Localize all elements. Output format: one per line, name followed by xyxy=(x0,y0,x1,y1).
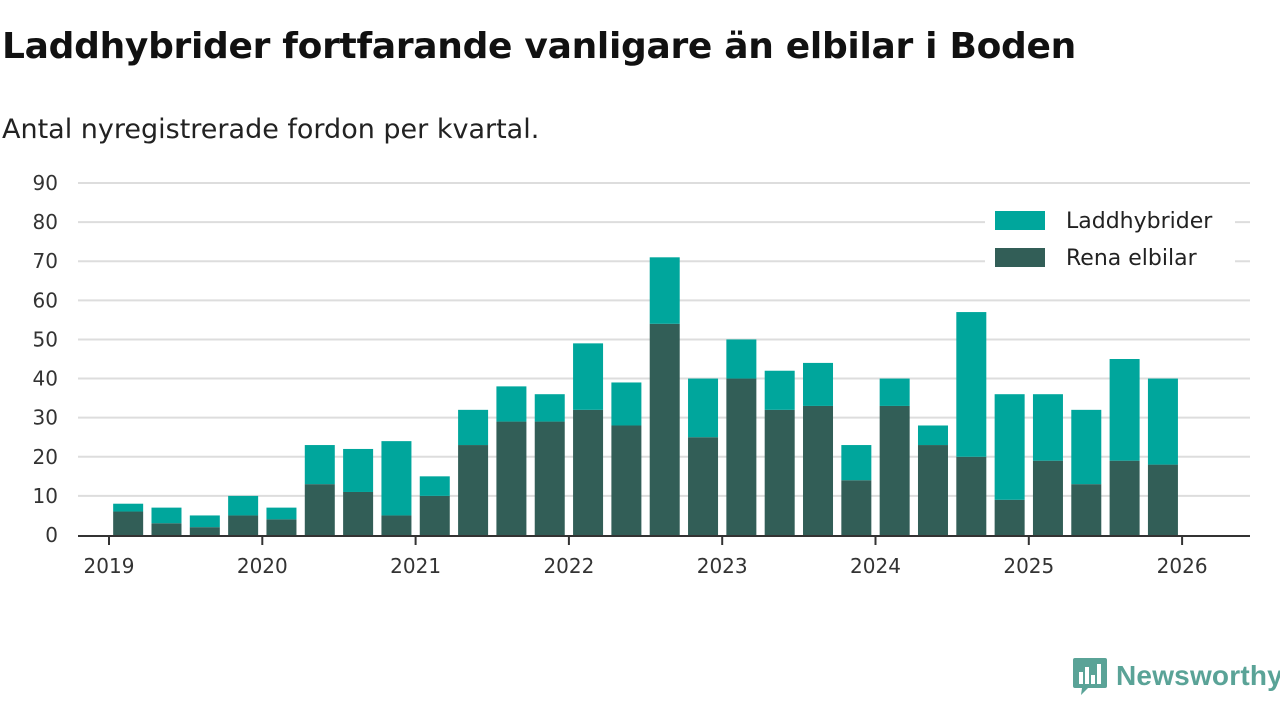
bar-laddhybrider-2022Q4 xyxy=(649,257,680,324)
bar-laddhybrider-2025Q3 xyxy=(1071,409,1102,485)
bar-rena-elbilar-2019Q2 xyxy=(113,511,144,535)
bar-laddhybrider-2019Q3 xyxy=(151,507,182,524)
bar-laddhybrider-2021Q3 xyxy=(458,409,489,446)
bar-laddhybrider-2019Q4 xyxy=(189,515,220,528)
bar-laddhybrider-2020Q4 xyxy=(343,448,374,492)
bar-rena-elbilar-2020Q4 xyxy=(343,491,374,535)
newsworthy-logo-icon xyxy=(1073,658,1107,695)
bar-rena-elbilar-2021Q4 xyxy=(496,421,527,535)
x-tick-label: 2019 xyxy=(84,554,135,578)
bar-laddhybrider-2022Q3 xyxy=(611,382,642,426)
bar-laddhybrider-2024Q4 xyxy=(956,312,987,457)
bar-rena-elbilar-2024Q1 xyxy=(841,480,872,535)
bar-rena-elbilar-2019Q3 xyxy=(151,523,182,535)
y-tick-label: 60 xyxy=(33,288,58,312)
bar-laddhybrider-2021Q2 xyxy=(419,476,450,496)
bar-rena-elbilar-2019Q4 xyxy=(189,527,220,535)
y-tick-label: 70 xyxy=(33,249,58,273)
bar-rena-elbilar-2024Q2 xyxy=(879,405,910,535)
y-tick-label: 0 xyxy=(45,523,58,547)
bar-laddhybrider-2023Q4 xyxy=(803,362,834,406)
bar-rena-elbilar-2021Q1 xyxy=(381,515,412,535)
chart-title: Laddhybrider fortfarande vanligare än el… xyxy=(2,26,1076,67)
bar-rena-elbilar-2025Q2 xyxy=(1032,460,1063,535)
bar-laddhybrider-2023Q3 xyxy=(764,370,795,410)
y-tick-label: 90 xyxy=(33,171,58,195)
legend-swatch xyxy=(995,211,1045,230)
x-tick-label: 2025 xyxy=(1003,554,1054,578)
legend-label: Laddhybrider xyxy=(1066,209,1213,234)
bar-laddhybrider-2025Q4 xyxy=(1109,359,1140,461)
chart-subtitle: Antal nyregistrerade fordon per kvartal. xyxy=(2,114,540,145)
y-tick-label: 20 xyxy=(33,445,58,469)
bar-rena-elbilar-2024Q3 xyxy=(917,445,948,535)
bar-rena-elbilar-2025Q4 xyxy=(1109,460,1140,535)
bar-laddhybrider-2022Q1 xyxy=(534,394,565,422)
x-tick-label: 2023 xyxy=(697,554,748,578)
brand-name: Newsworthy xyxy=(1116,660,1280,691)
bar-rena-elbilar-2022Q4 xyxy=(649,323,680,535)
bar-rena-elbilar-2020Q2 xyxy=(266,519,297,535)
bar-laddhybrider-2024Q1 xyxy=(841,445,872,481)
bar-laddhybrider-2023Q1 xyxy=(688,378,719,438)
bar-rena-elbilar-2023Q2 xyxy=(726,378,757,535)
bar-laddhybrider-2021Q1 xyxy=(381,441,412,516)
bar-rena-elbilar-2022Q1 xyxy=(534,421,565,535)
y-tick-label: 80 xyxy=(33,210,58,234)
x-tick-label: 2020 xyxy=(237,554,288,578)
bar-laddhybrider-2026Q1 xyxy=(1147,378,1178,465)
bar-rena-elbilar-2020Q3 xyxy=(304,484,335,535)
bar-rena-elbilar-2021Q2 xyxy=(419,495,450,535)
x-tick-label: 2026 xyxy=(1157,554,1208,578)
x-tick-label: 2024 xyxy=(850,554,901,578)
bar-rena-elbilar-2023Q4 xyxy=(803,405,834,535)
bar-laddhybrider-2024Q3 xyxy=(917,425,948,446)
y-tick-label: 10 xyxy=(33,484,58,508)
bars xyxy=(113,257,1178,535)
bar-rena-elbilar-2026Q1 xyxy=(1147,464,1178,535)
bar-rena-elbilar-2025Q1 xyxy=(994,499,1025,535)
newsworthy-logo: Newsworthy xyxy=(1072,656,1280,696)
bar-laddhybrider-2023Q2 xyxy=(726,339,757,379)
legend-swatch xyxy=(995,248,1045,267)
bar-rena-elbilar-2021Q3 xyxy=(458,445,489,535)
bar-laddhybrider-2020Q1 xyxy=(228,495,259,516)
bar-laddhybrider-2025Q2 xyxy=(1032,394,1063,461)
bar-rena-elbilar-2020Q1 xyxy=(228,515,259,535)
bar-rena-elbilar-2023Q3 xyxy=(764,409,795,535)
x-tick-label: 2021 xyxy=(390,554,441,578)
bar-rena-elbilar-2022Q3 xyxy=(611,425,642,535)
bar-laddhybrider-2020Q3 xyxy=(304,445,335,485)
x-tick-label: 2022 xyxy=(543,554,594,578)
legend-label: Rena elbilar xyxy=(1066,246,1198,271)
bar-rena-elbilar-2024Q4 xyxy=(956,456,987,535)
bar-laddhybrider-2022Q2 xyxy=(573,343,604,410)
bar-rena-elbilar-2023Q1 xyxy=(688,437,719,535)
bar-laddhybrider-2024Q2 xyxy=(879,378,910,406)
bar-laddhybrider-2020Q2 xyxy=(266,507,297,520)
x-axis: 2019 2020 2021 2022 2023 2024 2025 2026 xyxy=(78,535,1250,578)
bar-laddhybrider-2019Q2 xyxy=(113,503,144,512)
y-axis-ticks: 0 10 20 30 40 50 60 70 80 90 xyxy=(33,171,58,547)
bar-laddhybrider-2021Q4 xyxy=(496,386,527,422)
y-tick-label: 50 xyxy=(33,327,58,351)
y-tick-label: 30 xyxy=(33,406,58,430)
bar-rena-elbilar-2025Q3 xyxy=(1071,484,1102,535)
legend: Laddhybrider Rena elbilar xyxy=(985,203,1235,279)
y-tick-label: 40 xyxy=(33,367,58,391)
bar-laddhybrider-2025Q1 xyxy=(994,394,1025,500)
bar-rena-elbilar-2022Q2 xyxy=(573,409,604,535)
